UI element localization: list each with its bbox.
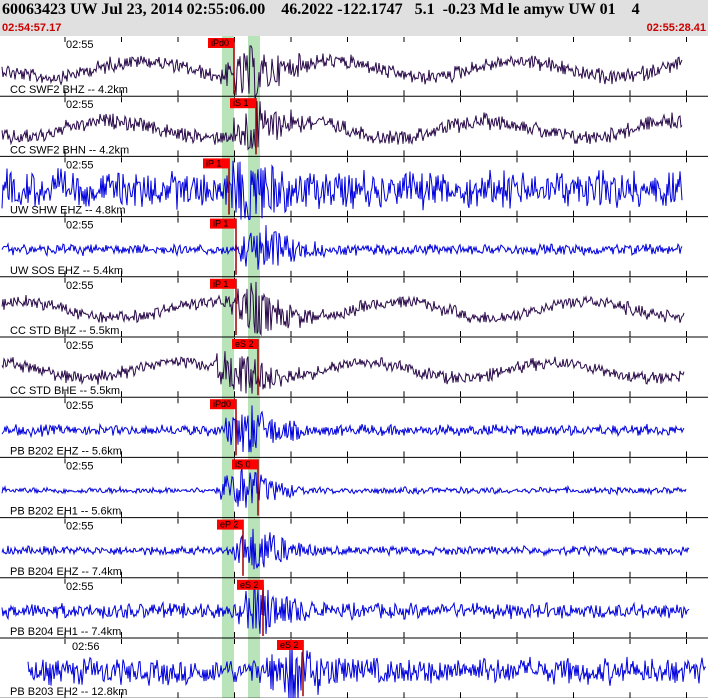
waveform: [1, 45, 683, 100]
event-summary-line: 60063423 UW Jul 23, 2014 02:55:06.00 46.…: [2, 1, 640, 18]
trace-row[interactable]: iPd0 02:55 PB B202 EHZ -- 5.6km: [0, 398, 708, 458]
trace-time-label: 02:55: [66, 581, 94, 593]
trace-channel-label: PB B204 EHZ -- 7.4km: [10, 566, 122, 578]
trace-channel-label: CC SWF2 BHZ -- 4.2km: [10, 84, 128, 96]
pick-label: iPd0: [213, 399, 231, 409]
pick-label-box[interactable]: [277, 640, 303, 650]
trace-row[interactable]: iP 1 02:55 CC STD BHZ -- 5.5km: [0, 277, 708, 338]
window-end-time: 02:55:28.41: [646, 22, 706, 34]
pick-label: iP 1: [206, 158, 221, 168]
trace-channel-label: CC STD BHZ -- 5.5km: [10, 325, 119, 337]
waveform: [1, 101, 683, 151]
pick-label: iP 1: [213, 279, 228, 289]
trace-channel-label: CC SWF2 BHN -- 4.2km: [10, 144, 129, 156]
pick-label-box[interactable]: [208, 38, 234, 48]
trace-row[interactable]: eS 2 02:55 PB B204 EH1 -- 7.4km: [0, 578, 708, 639]
trace-row[interactable]: iS 0 02:55 PB B202 EH1 -- 5.6km: [0, 458, 708, 519]
trace-time-label: 02:55: [66, 39, 94, 51]
trace-row[interactable]: iPd0 02:55 CC SWF2 BHZ -- 4.2km: [0, 37, 708, 100]
trace-row[interactable]: eS 2 02:55 CC STD BHE -- 5.5km: [0, 338, 708, 398]
waveform: [1, 528, 690, 570]
pick-label: iS 0: [235, 459, 251, 469]
waveform: [1, 225, 683, 270]
pick-label-box[interactable]: [210, 399, 236, 410]
trace-time-label: 02:55: [66, 280, 94, 292]
trace-time-label: 02:56: [72, 641, 100, 653]
trace-channel-label: UW SOS EHZ -- 5.4km: [10, 265, 123, 277]
pick-label-box[interactable]: [232, 459, 258, 470]
pick-label: eP 2: [220, 520, 238, 530]
trace-time-label: 02:55: [66, 521, 94, 533]
event-header: 60063423 UW Jul 23, 2014 02:55:06.00 46.…: [0, 0, 708, 36]
trace-time-label: 02:55: [66, 460, 94, 472]
pick-label: eS 2: [280, 640, 299, 650]
pick-label-box[interactable]: [237, 579, 263, 590]
pick-label-box[interactable]: [230, 98, 256, 109]
pick-label: iPd0: [211, 38, 229, 48]
trace-channel-label: PB B202 EH1 -- 5.6km: [10, 506, 121, 518]
trace-time-label: 02:55: [66, 220, 94, 232]
waveform: [1, 281, 685, 337]
trace-time-label: 02:55: [66, 340, 94, 352]
pick-label: eS 2: [235, 339, 254, 349]
trace-time-label: 02:55: [66, 400, 94, 412]
pick-label-box[interactable]: [203, 158, 229, 169]
trace-channel-label: PB B202 EHZ -- 5.6km: [10, 445, 122, 457]
window-start-time: 02:54:57.17: [2, 22, 62, 34]
waveform: [27, 641, 706, 698]
pick-label-box[interactable]: [210, 218, 236, 229]
trace-row[interactable]: eP 2 02:55 PB B204 EHZ -- 7.4km: [0, 518, 708, 579]
trace-channel-label: CC STD BHE -- 5.5km: [10, 385, 120, 397]
pick-label: iP 1: [213, 219, 228, 229]
pick-label: eS 2: [240, 580, 259, 590]
pick-label-box[interactable]: [232, 339, 258, 349]
trace-time-label: 02:55: [66, 159, 94, 171]
waveform: [1, 160, 683, 221]
trace-row[interactable]: iP 1 02:55 UW SHW EHZ -- 4.8km: [0, 157, 708, 221]
trace-row[interactable]: iP 1 02:55 UW SOS EHZ -- 5.4km: [0, 217, 708, 278]
trace-time-label: 02:55: [66, 99, 94, 111]
trace-row[interactable]: eS 2 02:56 PB B203 EH2 -- 12.8km: [0, 639, 708, 698]
trace-row[interactable]: iS 1 02:55 CC SWF2 BHN -- 4.2km: [0, 97, 708, 157]
pick-label-box[interactable]: [217, 519, 243, 530]
pick-label: iS 1: [233, 98, 249, 108]
waveform: [1, 467, 687, 508]
waveform: [1, 582, 690, 635]
trace-channel-label: UW SHW EHZ -- 4.8km: [10, 205, 126, 217]
trace-channel-label: PB B203 EH2 -- 12.8km: [10, 686, 127, 698]
pick-label-box[interactable]: [210, 278, 236, 289]
seismogram-panel[interactable]: iPd0 02:55 CC SWF2 BHZ -- 4.2km iS 1 02:55 CC…: [0, 36, 708, 698]
waveform: [1, 351, 685, 394]
trace-channel-label: PB B204 EH1 -- 7.4km: [10, 626, 121, 638]
waveform: [1, 405, 685, 453]
